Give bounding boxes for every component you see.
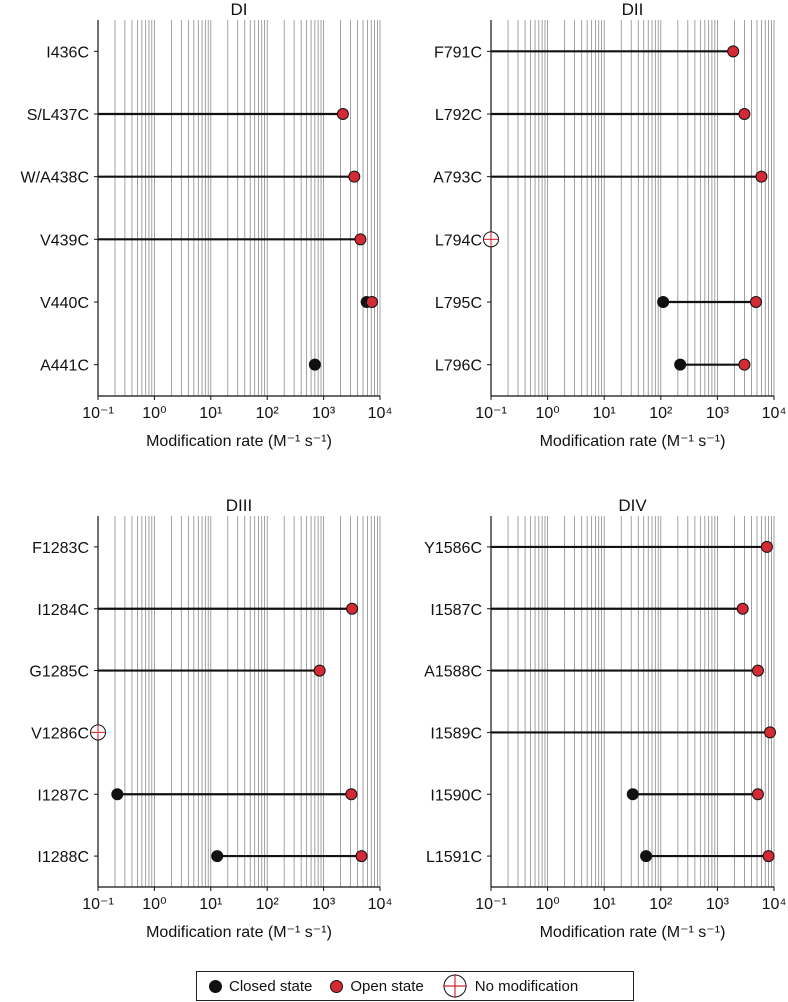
open-state-point bbox=[727, 45, 740, 58]
x-tick-label: 10⁴ bbox=[368, 896, 393, 913]
open-state-point bbox=[355, 850, 368, 863]
row-label: I436C bbox=[46, 44, 89, 61]
x-tick-label: 10³ bbox=[706, 405, 730, 422]
x-tick-label: 10⁴ bbox=[762, 896, 787, 913]
x-tick-label: 10⁻¹ bbox=[475, 896, 507, 913]
row-label: I1287C bbox=[37, 787, 89, 804]
x-tick-label: 10¹ bbox=[199, 405, 222, 422]
panel-div: DIV 10⁻¹ 10⁰ 10¹ 10² 10³ 10⁴ Modification rate … bbox=[424, 496, 786, 941]
row-label: L1591C bbox=[426, 849, 482, 866]
x-tick-label: 10⁻¹ bbox=[82, 896, 114, 913]
x-tick-label: 10³ bbox=[312, 896, 336, 913]
x-tick-label: 10⁴ bbox=[762, 405, 787, 422]
row-label: A441C bbox=[40, 358, 89, 375]
row-label: I1288C bbox=[37, 849, 89, 866]
row-label: I1587C bbox=[430, 602, 482, 619]
x-tick-label: 10¹ bbox=[593, 896, 616, 913]
open-state-point bbox=[764, 726, 777, 739]
closed-state-point bbox=[626, 788, 639, 801]
row-label: L795C bbox=[435, 295, 482, 312]
closed-state-point bbox=[674, 358, 687, 371]
legend-label-closed: Closed state bbox=[229, 977, 313, 995]
row-label: W/A438C bbox=[21, 170, 89, 187]
row-label: I1589C bbox=[430, 725, 482, 742]
x-tick-label: 10⁰ bbox=[535, 405, 559, 422]
open-state-point bbox=[346, 602, 359, 615]
open-state-point bbox=[348, 170, 361, 183]
x-tick-label: 10⁻¹ bbox=[475, 405, 507, 422]
legend: Closed state Open state No modification bbox=[196, 971, 634, 1001]
chart-svg: DI 10⁻¹ 10⁰ 10¹ 10² 10³ 10⁴ Modification rate (… bbox=[21, 0, 787, 941]
open-state-marker-icon bbox=[330, 979, 344, 993]
closed-state-point bbox=[111, 788, 124, 801]
closed-state-point bbox=[308, 358, 321, 371]
open-state-point bbox=[345, 788, 358, 801]
open-state-point bbox=[365, 296, 378, 308]
open-state-point bbox=[354, 233, 367, 246]
x-axis-label: Modification rate (M⁻¹ s⁻¹) bbox=[146, 924, 332, 941]
row-label: F791C bbox=[434, 44, 482, 61]
row-label: L792C bbox=[435, 107, 482, 124]
row-label: V440C bbox=[40, 295, 89, 312]
x-tick-label: 10⁰ bbox=[535, 896, 559, 913]
open-state-point bbox=[751, 664, 764, 677]
row-label: I1590C bbox=[430, 787, 482, 804]
legend-label-open: Open state bbox=[350, 977, 424, 995]
legend-item-none: No modification bbox=[442, 973, 578, 999]
open-state-point bbox=[762, 850, 775, 863]
panel-title: DIV bbox=[618, 496, 647, 515]
x-tick-label: 10² bbox=[256, 405, 280, 422]
row-label: F1283C bbox=[32, 540, 89, 557]
x-tick-label: 10⁰ bbox=[142, 405, 166, 422]
row-label: A1588C bbox=[424, 664, 482, 681]
panel-title: DIII bbox=[226, 496, 252, 515]
x-tick-label: 10³ bbox=[706, 896, 730, 913]
legend-item-open: Open state bbox=[330, 977, 424, 995]
closed-state-marker-icon bbox=[209, 979, 222, 993]
x-tick-label: 10¹ bbox=[199, 896, 222, 913]
x-axis-label: Modification rate (M⁻¹ s⁻¹) bbox=[540, 924, 726, 941]
open-state-point bbox=[738, 358, 751, 371]
panel-di: DI 10⁻¹ 10⁰ 10¹ 10² 10³ 10⁴ Modification rate (… bbox=[21, 0, 393, 450]
x-tick-label: 10² bbox=[256, 896, 280, 913]
row-label: Y1586C bbox=[424, 540, 482, 557]
row-label: A793C bbox=[433, 170, 482, 187]
row-label: L796C bbox=[435, 358, 482, 375]
x-tick-label: 10⁰ bbox=[142, 896, 166, 913]
x-tick-label: 10¹ bbox=[593, 405, 616, 422]
panel-dii: DII 10⁻¹ 10⁰ 10¹ 10² 10³ 10⁴ Modification rate … bbox=[433, 0, 786, 450]
open-state-point bbox=[755, 170, 768, 183]
open-state-point bbox=[736, 602, 749, 615]
closed-state-point bbox=[657, 296, 670, 308]
closed-state-point bbox=[211, 850, 224, 863]
open-state-point bbox=[751, 788, 764, 801]
x-tick-label: 10⁻¹ bbox=[82, 405, 114, 422]
row-label: I1284C bbox=[37, 602, 89, 619]
row-label: V439C bbox=[40, 232, 89, 249]
row-label: L794C bbox=[435, 232, 482, 249]
closed-state-point bbox=[640, 850, 653, 863]
open-state-point bbox=[336, 108, 349, 120]
panel-title: DI bbox=[231, 0, 248, 19]
panel-diii: DIII 10⁻¹ 10⁰ 10¹ 10² 10³ 10⁴ Modification rate… bbox=[29, 496, 392, 941]
panel-title: DII bbox=[622, 0, 644, 19]
open-state-point bbox=[313, 664, 326, 677]
open-state-point bbox=[760, 540, 773, 553]
legend-item-closed: Closed state bbox=[209, 978, 312, 995]
row-label: V1286C bbox=[31, 725, 89, 742]
x-axis-label: Modification rate (M⁻¹ s⁻¹) bbox=[146, 433, 332, 450]
open-state-point bbox=[738, 108, 751, 120]
x-tick-label: 10² bbox=[649, 896, 673, 913]
open-state-point bbox=[749, 296, 762, 308]
row-label: G1285C bbox=[29, 664, 89, 681]
legend-label-none: No modification bbox=[474, 977, 579, 995]
row-label: S/L437C bbox=[27, 107, 89, 124]
no-modification-marker-icon bbox=[442, 974, 467, 998]
x-tick-label: 10² bbox=[649, 405, 673, 422]
x-axis-label: Modification rate (M⁻¹ s⁻¹) bbox=[540, 433, 726, 450]
x-tick-label: 10³ bbox=[312, 405, 336, 422]
x-tick-label: 10⁴ bbox=[368, 405, 393, 422]
